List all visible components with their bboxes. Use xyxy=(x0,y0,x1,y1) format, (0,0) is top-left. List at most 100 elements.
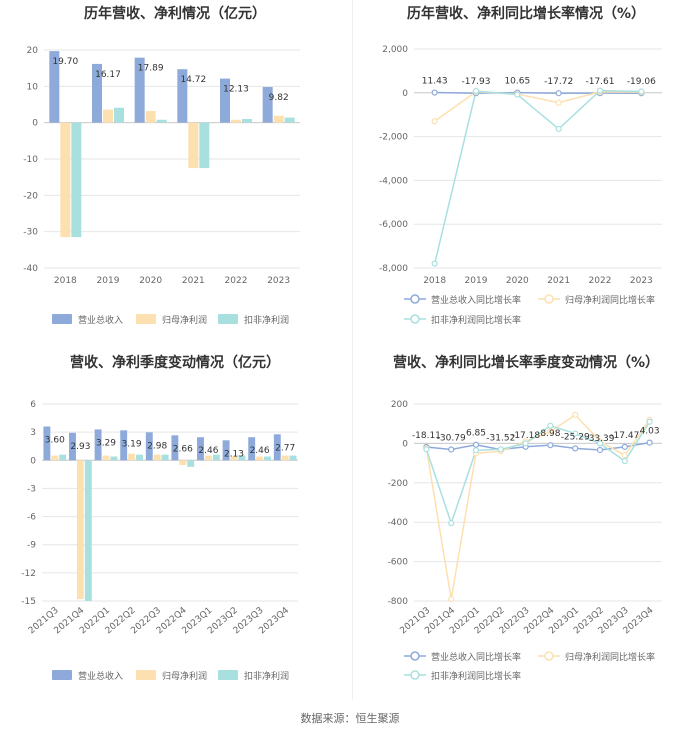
bar-deducted-profit xyxy=(114,107,124,123)
data-label: 2.46 xyxy=(250,446,270,456)
y-tick-label: -200 xyxy=(388,479,409,489)
data-label: -31.52 xyxy=(486,434,515,444)
legend-marker xyxy=(410,651,420,661)
legend-label: 营业总收入 xyxy=(78,670,123,682)
series-point xyxy=(472,87,480,95)
bar-deducted-profit xyxy=(238,455,246,461)
bar-revenue xyxy=(248,437,256,461)
series-point xyxy=(448,446,455,453)
bar-revenue xyxy=(43,426,51,461)
bar-deducted-profit xyxy=(187,460,195,467)
y-tick-label: -8,000 xyxy=(379,264,408,274)
y-tick-label: -3 xyxy=(27,484,36,494)
x-tick-label: 2019 xyxy=(97,276,120,286)
legend-marker xyxy=(544,651,554,661)
quarterly-line-panel: 营收、净利同比增长率季度变动情况（%） 200 0 -200 -400 -600 -800 2… xyxy=(352,345,700,700)
series-point xyxy=(431,118,438,125)
y-tick-label: -12 xyxy=(21,569,36,579)
bar-deducted-profit xyxy=(212,454,220,461)
data-label: 3.29 xyxy=(96,438,116,448)
annual-bar-panel: 历年营收、净利情况（亿元） 20 10 0 -10 -20 -30 -40 2018 2019 20… xyxy=(0,0,350,345)
bar-revenue xyxy=(69,432,76,461)
legend-swatch xyxy=(218,670,238,680)
bar-revenue xyxy=(222,440,230,461)
bar-net-profit xyxy=(103,109,113,123)
legend-label: 归母净利润 xyxy=(162,670,207,682)
bar-deducted-profit xyxy=(110,456,118,461)
quarterly-revenue-profit-chart: 营收、净利季度变动情况（亿元）630-3-6-9-12-152021Q32021… xyxy=(21,354,298,682)
data-label: -17.61 xyxy=(585,77,614,87)
series-point xyxy=(596,440,604,447)
data-label: -17.93 xyxy=(461,77,490,87)
series-point xyxy=(547,428,554,435)
bar-revenue xyxy=(177,69,188,123)
x-tick-label: 2020 xyxy=(506,276,529,286)
quarterly-bar-panel: 营收、净利季度变动情况（亿元） 6 3 0 -3 -6 -9 -12 -15 2021Q3 2021… xyxy=(0,345,350,700)
data-label: 2.13 xyxy=(224,449,244,459)
bar-revenue xyxy=(262,86,273,123)
series-point xyxy=(423,446,430,453)
x-tick-label: 2021 xyxy=(547,276,570,286)
data-label: 3.60 xyxy=(45,436,65,446)
y-tick-label: -4,000 xyxy=(379,176,408,186)
series-point xyxy=(646,439,653,446)
legend-swatch xyxy=(52,314,72,324)
y-tick-label: -20 xyxy=(23,191,38,201)
bar-net-profit xyxy=(179,460,187,465)
bar-net-profit xyxy=(128,453,136,461)
bar-net-profit xyxy=(51,455,59,461)
y-tick-label: 6 xyxy=(30,400,36,410)
legend-marker xyxy=(544,294,554,304)
chart-title: 营收、净利季度变动情况（亿元） xyxy=(70,354,280,371)
x-tick-label: 2021 xyxy=(182,276,205,286)
chart-title: 营收、净利同比增长率季度变动情况（%） xyxy=(393,354,659,371)
bar-deducted-profit xyxy=(289,455,297,461)
series-point xyxy=(572,430,579,437)
bar-net-profit xyxy=(76,460,84,600)
legend-label: 营业总收入 xyxy=(78,314,123,326)
legend-label: 扣非净利润同比增长率 xyxy=(431,314,521,326)
y-tick-label: -9 xyxy=(27,541,36,551)
series-point xyxy=(572,445,579,452)
bar-deducted-profit xyxy=(242,119,252,123)
data-label: -17.18 xyxy=(511,431,540,441)
series-point xyxy=(621,443,628,450)
y-tick-label: -2,000 xyxy=(379,133,408,143)
bar-net-profit xyxy=(256,456,264,461)
data-label: -33.39 xyxy=(585,434,614,444)
bar-revenue xyxy=(171,435,179,461)
series-point xyxy=(514,91,521,98)
y-tick-label: -600 xyxy=(388,558,409,568)
data-label: 14.72 xyxy=(180,75,206,85)
series-point xyxy=(547,422,554,429)
legend-marker xyxy=(410,670,420,680)
series-point xyxy=(472,447,480,454)
y-tick-label: 200 xyxy=(391,400,408,410)
series-point xyxy=(497,446,504,453)
series-line-deducted-profit xyxy=(433,89,642,264)
legend-label: 营业总收入同比增长率 xyxy=(431,651,521,663)
data-label: 2.98 xyxy=(147,441,167,451)
bar-deducted-profit xyxy=(199,122,210,169)
series-point xyxy=(431,260,438,267)
series-point xyxy=(522,440,529,447)
data-label: 2.93 xyxy=(70,442,90,452)
bar-net-profit xyxy=(204,455,212,461)
bar-revenue xyxy=(134,57,145,123)
bar-revenue xyxy=(273,434,281,461)
legend-marker xyxy=(410,294,420,304)
data-label: 6.85 xyxy=(466,429,486,439)
data-label: 2.77 xyxy=(275,443,295,453)
series-point xyxy=(448,595,455,603)
series-point xyxy=(448,520,455,527)
data-label: -17.47 xyxy=(610,431,639,441)
y-tick-label: -10 xyxy=(23,155,38,165)
legend-label: 归母净利润同比增长率 xyxy=(565,294,655,306)
quarterly-growth-rate-chart: 营收、净利同比增长率季度变动情况（%）2000-200-400-600-8002… xyxy=(388,354,662,682)
bar-net-profit xyxy=(153,454,161,461)
legend-label: 营业总收入同比增长率 xyxy=(431,294,521,306)
data-label: 11.43 xyxy=(422,77,448,87)
bar-deducted-profit xyxy=(136,454,143,461)
series-point xyxy=(596,446,604,454)
bar-deducted-profit xyxy=(156,119,167,123)
